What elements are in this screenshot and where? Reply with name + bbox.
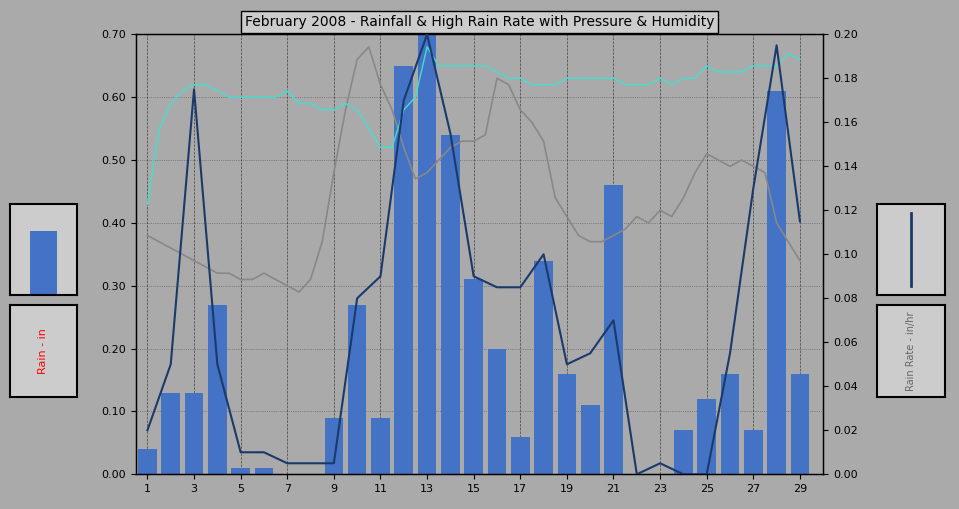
Bar [604, 185, 622, 474]
Bar [348, 304, 366, 474]
Bar [161, 392, 180, 474]
Bar [511, 437, 529, 474]
Bar [534, 261, 553, 474]
Bar [441, 135, 459, 474]
Bar [464, 279, 483, 474]
Bar [744, 430, 762, 474]
Bar [138, 449, 156, 474]
Bar [720, 374, 739, 474]
Bar [418, 34, 436, 474]
Text: Rain - in: Rain - in [38, 328, 48, 374]
Bar [767, 91, 786, 474]
Bar [697, 399, 716, 474]
Bar [790, 374, 809, 474]
Bar [30, 231, 57, 295]
Bar [557, 374, 576, 474]
Bar [371, 418, 389, 474]
Bar [185, 392, 203, 474]
Text: Rain Rate - in/hr: Rain Rate - in/hr [906, 312, 916, 391]
Bar [488, 349, 506, 474]
Bar [231, 468, 250, 474]
Bar [255, 468, 273, 474]
Bar [208, 304, 226, 474]
Bar [674, 430, 692, 474]
Title: February 2008 - Rainfall & High Rain Rate with Pressure & Humidity: February 2008 - Rainfall & High Rain Rat… [245, 15, 714, 29]
Bar [324, 418, 343, 474]
Bar [394, 66, 413, 474]
Bar [581, 405, 599, 474]
